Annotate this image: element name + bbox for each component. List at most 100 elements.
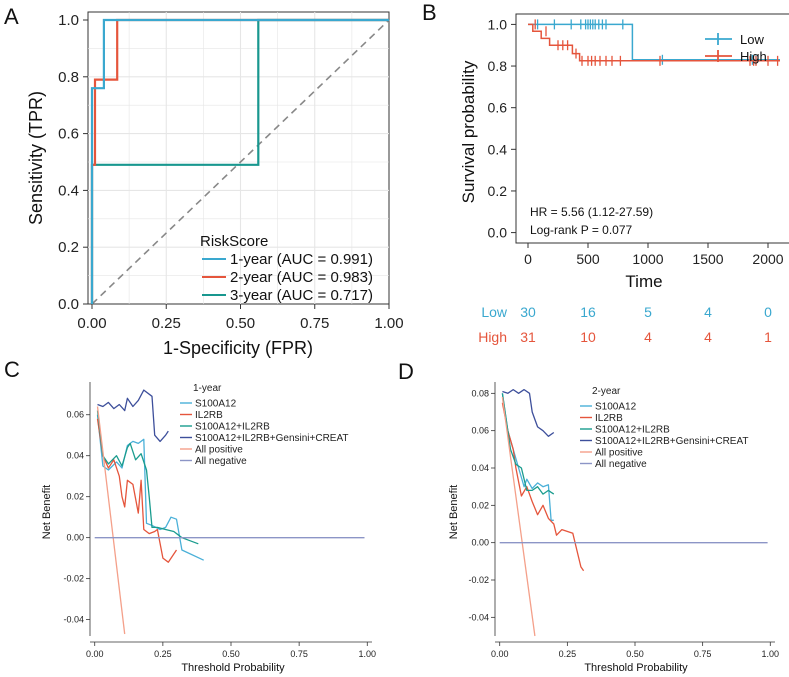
panel-a-y-axis-label: Sensitivity (TPR) (26, 91, 46, 225)
risk-table-cell: 30 (520, 304, 536, 320)
x-tick-label: 0.25 (559, 649, 577, 659)
x-tick-label: 0.75 (290, 649, 308, 659)
legend-label-high: High (740, 49, 767, 64)
panel-b-pvalue-annotation: Log-rank P = 0.077 (530, 223, 633, 237)
y-tick-label: 1.0 (58, 12, 79, 29)
legend-label-all-negative: All negative (195, 456, 247, 467)
risk-table-cell: 31 (520, 329, 536, 345)
y-tick-label: 0.4 (488, 141, 508, 157)
dca-curve-s100a12-il2rb-gensini-creat (97, 389, 169, 443)
x-tick-label: 0.50 (222, 649, 240, 659)
y-tick-label: 0.06 (66, 410, 84, 420)
x-tick-label: 1.00 (374, 315, 403, 332)
panel-c-y-axis-label: Net Benefit (41, 485, 53, 539)
risk-table-cell: 5 (644, 304, 652, 320)
legend-label-s100a12-il2rb-gensini-creat: S100A12+IL2RB+Gensini+CREAT (195, 433, 349, 444)
y-tick-label: 0.6 (488, 100, 508, 116)
panel-a-legend-title: RiskScore (200, 233, 268, 250)
x-tick-label: 1.00 (359, 649, 377, 659)
y-tick-label: 0.0 (488, 225, 508, 241)
risk-table-cell: 4 (704, 329, 712, 345)
y-tick-label: 0.2 (58, 239, 79, 256)
panel-a-grid (88, 12, 389, 304)
risk-table-cell: 1 (764, 329, 772, 345)
y-tick-label: 0.00 (66, 533, 84, 543)
km-curve-high (528, 23, 780, 62)
panel-b-plot-frame (515, 13, 789, 244)
panel-c-series (94, 389, 365, 635)
panel-letter-c: C (4, 357, 20, 382)
panel-b-ticks: 0 500 1000 1500 2000 0.0 0.2 0.4 0.6 0.8 1.0 (488, 16, 784, 267)
y-tick-label: 0.02 (66, 492, 84, 502)
legend-label-s100a12-il2rb: S100A12+IL2RB (595, 425, 670, 436)
x-tick-label: 500 (576, 251, 600, 267)
panel-a-plot-frame (87, 11, 390, 305)
panel-a-x-axis-label: 1-Specificity (FPR) (163, 338, 313, 358)
panel-d-y-axis-label: Net Benefit (448, 485, 460, 539)
legend-label-s100a12-il2rb-gensini-creat: S100A12+IL2RB+Gensini+CREAT (595, 436, 749, 447)
x-tick-label: 0.25 (152, 315, 181, 332)
x-tick-label: 0.75 (694, 649, 712, 659)
legend-label-3-year: 3-year (AUC = 0.717) (230, 287, 373, 304)
dca-curve-il2rb (96, 418, 178, 563)
panel-b-x-axis-label: Time (625, 272, 662, 291)
panel-d-legend-title: 2-year (592, 386, 621, 397)
panel-c-legend: S100A12IL2RBS100A12+IL2RBS100A12+IL2RB+G… (180, 399, 349, 467)
panel-a-legend: 1-year (AUC = 0.991) 2-year (AUC = 0.983… (202, 251, 373, 304)
legend-label-low: Low (740, 32, 764, 47)
dca-curve-s100a12-il2rb (96, 410, 199, 545)
panel-a-reference (91, 19, 390, 305)
x-tick-label: 0.50 (226, 315, 255, 332)
legend-label-s100a12-il2rb: S100A12+IL2RB (195, 422, 270, 433)
panel-b-hr-annotation: HR = 5.56 (1.12-27.59) (530, 205, 653, 219)
x-tick-label: 0.50 (626, 649, 644, 659)
legend-label-s100a12: S100A12 (595, 402, 637, 413)
y-tick-label: 0.8 (488, 58, 508, 74)
panel-a-series (90, 18, 389, 304)
legend-label-2-year: 2-year (AUC = 0.983) (230, 269, 373, 286)
y-tick-label: 0.2 (488, 183, 508, 199)
panel-letter-a: A (4, 4, 19, 29)
x-tick-label: 0.00 (77, 315, 106, 332)
y-tick-label: 0.00 (471, 538, 489, 548)
y-tick-label: -0.04 (468, 612, 489, 622)
panel-d-series (499, 388, 768, 637)
legend-label-all-positive: All positive (595, 448, 643, 459)
risk-table-cell: 4 (644, 329, 652, 345)
panel-b-risk-table: Low 30 16 5 4 0 High 31 10 4 4 1 (478, 304, 772, 345)
risk-table-cell: 0 (764, 304, 772, 320)
y-tick-label: -0.02 (63, 574, 84, 584)
panel-d-dca-chart: 0.00 0.25 0.50 0.75 1.00 -0.04 -0.02 0.00 0.02 0.… (448, 382, 779, 674)
legend-label-all-negative: All negative (595, 459, 647, 470)
x-tick-label: 2000 (752, 251, 783, 267)
diagonal-reference-line (91, 19, 390, 305)
y-tick-label: 0.02 (471, 500, 489, 510)
legend-label-s100a12: S100A12 (195, 399, 237, 410)
panel-letter-b: B (422, 0, 437, 25)
dca-curve-s100a12-il2rb (501, 393, 555, 495)
x-tick-label: 1500 (692, 251, 723, 267)
y-tick-label: 0.08 (471, 388, 489, 398)
dca-curve-all-positive (96, 406, 126, 635)
risk-table-row-label: Low (481, 304, 508, 320)
panel-a-ticks: 0.00 0.25 0.50 0.75 1.00 0.0 0.2 0.4 0.6 0.8 1.0 (58, 12, 403, 332)
risk-table-cell: 16 (580, 304, 596, 320)
panel-c-legend-title: 1-year (193, 383, 222, 394)
x-tick-label: 0.00 (491, 649, 509, 659)
y-tick-label: 0.4 (58, 182, 79, 199)
x-tick-label: 1000 (632, 251, 663, 267)
panel-b-legend: Low High (705, 32, 767, 64)
panel-a-roc-chart: 0.00 0.25 0.50 0.75 1.00 0.0 0.2 0.4 0.6 0.8 1.0 1… (26, 11, 404, 358)
y-tick-label: 1.0 (488, 16, 508, 32)
y-tick-label: 0.04 (471, 463, 489, 473)
y-tick-label: 0.8 (58, 69, 79, 86)
dca-curve-s100a12-il2rb-gensini-creat (502, 388, 555, 437)
dca-curve-s100a12 (96, 414, 204, 561)
risk-table-cell: 4 (704, 304, 712, 320)
y-tick-label: 0.06 (471, 426, 489, 436)
legend-label-il2rb: IL2RB (195, 410, 223, 421)
roc-line-1-year (90, 18, 389, 304)
risk-table-cell: 10 (580, 329, 596, 345)
